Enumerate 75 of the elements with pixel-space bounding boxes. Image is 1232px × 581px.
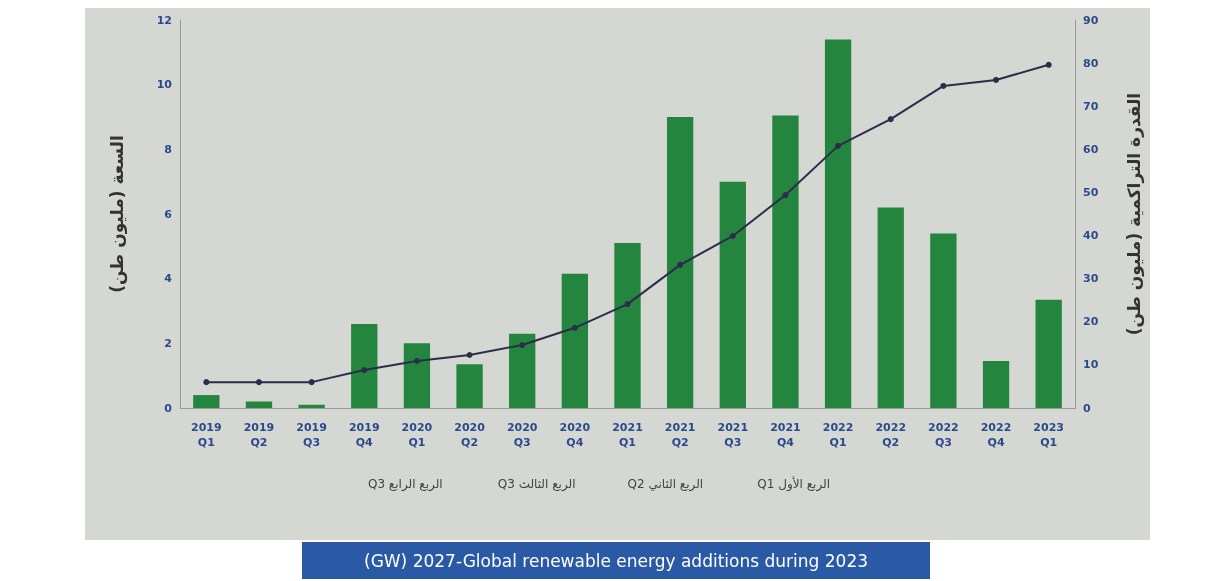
y-tick-label: 12: [156, 13, 172, 27]
x-tick-label: 2019 Q1: [191, 421, 222, 449]
y2-tick-label: 70: [1083, 99, 1099, 113]
point: [835, 142, 842, 149]
y-axis-title: السعة (مليون طن): [106, 135, 128, 293]
point: [782, 192, 789, 199]
y2-tick-label: 0: [1083, 401, 1091, 415]
text: Q2 الربع الثاني: [627, 477, 704, 492]
bar: [877, 207, 904, 408]
point: [729, 232, 736, 239]
y2-tick-label: 40: [1083, 229, 1099, 243]
x-tick-label: 2019 Q4: [348, 421, 380, 449]
bar: [298, 404, 325, 408]
point: [940, 82, 947, 89]
y-tick-label: 6: [164, 207, 173, 221]
point: [361, 367, 368, 374]
y2-axis-title: القدرة التراكمية (مليون طن): [1123, 92, 1145, 336]
point: [413, 358, 420, 365]
point: [887, 116, 894, 123]
x-tick-label: 2020 Q2: [454, 421, 486, 449]
bar: [456, 364, 483, 408]
point: [677, 261, 684, 268]
y2-tick-label: 30: [1083, 272, 1099, 286]
point: [1045, 61, 1052, 68]
text: Q3 الربع الرابع: [367, 477, 443, 492]
bar: [509, 333, 536, 408]
bar: [193, 395, 220, 408]
x-tick-label: 2019 Q2: [243, 421, 275, 449]
text: (GW) 2027-Global renewable energy additions during 2023: [363, 550, 869, 571]
bar: [561, 273, 589, 408]
text: Q3 الربع الثالث: [497, 477, 576, 492]
y2-tick-label: 20: [1083, 315, 1099, 329]
x-tick-label: 2021 Q3: [717, 421, 749, 449]
y-tick-label: 8: [164, 142, 172, 156]
y2-tick-label: 60: [1083, 142, 1099, 156]
x-tick-label: 2019 Q3: [296, 421, 327, 449]
bar: [403, 343, 431, 408]
x-tick-label: 2020 Q4: [559, 421, 591, 449]
y2-tick-label: 80: [1083, 56, 1099, 70]
bar: [719, 181, 746, 408]
bar: [245, 401, 273, 408]
x-tick-label: 2021 Q2: [664, 421, 696, 449]
x-tick-label: 2022 Q2: [875, 421, 907, 449]
x-tick-label: 2020 Q3: [506, 421, 538, 449]
x-tick-label: 2021 Q1: [612, 421, 643, 449]
bar: [666, 117, 694, 408]
point: [308, 379, 315, 386]
bar: [614, 243, 641, 408]
y-tick-label: 2: [164, 336, 172, 350]
y-tick-label: 10: [156, 78, 173, 92]
x-tick-label: 2022 Q1: [822, 421, 854, 449]
x-tick-label: 2020 Q1: [401, 421, 433, 449]
point: [255, 379, 262, 386]
bar: [1035, 299, 1062, 408]
x-tick-label: 2023 Q1: [1033, 421, 1064, 449]
y2-tick-label: 10: [1083, 358, 1099, 372]
bar: [982, 361, 1010, 408]
bar: [930, 233, 957, 408]
point: [571, 324, 578, 331]
x-tick-label: 2022 Q3: [928, 421, 959, 449]
bar: [772, 115, 799, 408]
bar: [351, 323, 378, 408]
y-tick-label: 0: [164, 401, 173, 415]
text: Q1 الربع الأول: [757, 476, 831, 492]
x-tick-label: 2022 Q4: [980, 421, 1012, 449]
y-tick-label: 4: [164, 272, 173, 286]
point: [519, 342, 526, 349]
point: [203, 379, 210, 386]
y2-tick-label: 50: [1083, 185, 1099, 199]
point: [466, 351, 473, 358]
point: [993, 76, 1000, 83]
x-tick-label: 2021 Q4: [770, 421, 801, 449]
point: [624, 301, 631, 308]
bar: [824, 39, 852, 408]
y2-tick-label: 90: [1083, 13, 1099, 27]
